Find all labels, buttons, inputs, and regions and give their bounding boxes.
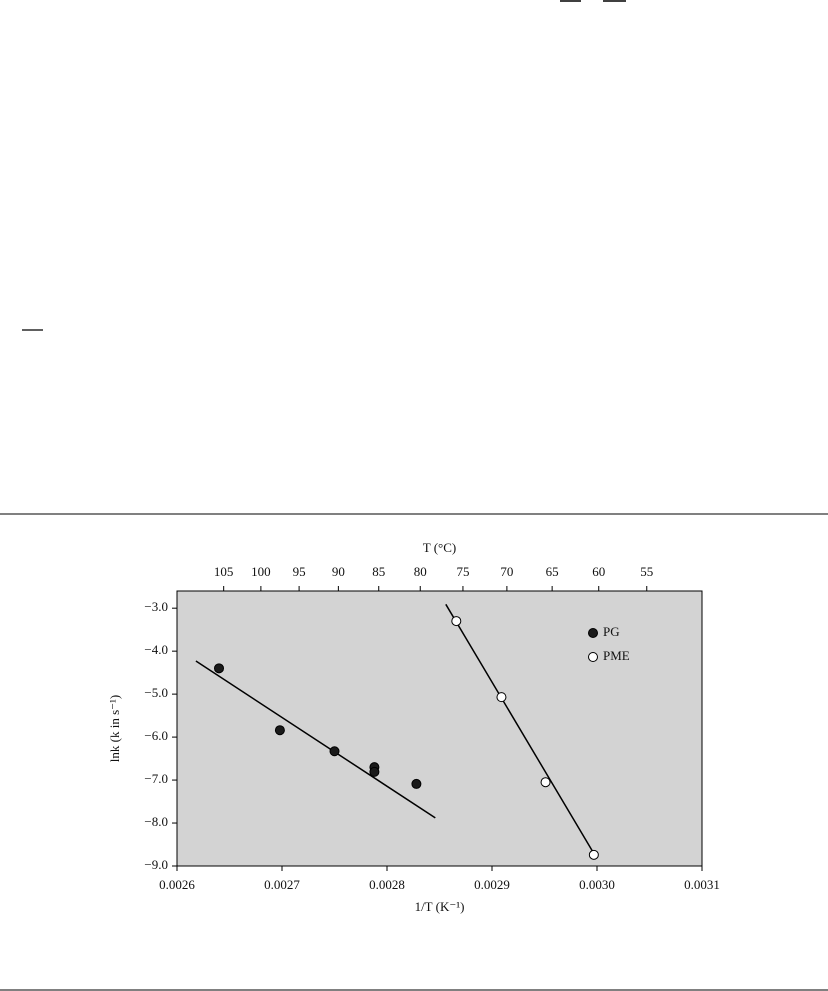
- data-point: [496, 692, 507, 703]
- x2-tick-label: 75: [456, 564, 469, 579]
- data-point: [451, 616, 462, 627]
- fit-line: [195, 660, 436, 819]
- x-axis-label: 1/T (K⁻¹): [415, 899, 465, 914]
- x-tick-label: 0.0028: [369, 877, 405, 892]
- fit-line: [445, 603, 597, 858]
- x2-tick-label: 85: [372, 564, 385, 579]
- x-tick-label: 0.0026: [159, 877, 195, 892]
- x-tick-label: 0.0029: [474, 877, 510, 892]
- data-point: [540, 777, 551, 788]
- data-point: [329, 746, 340, 757]
- y-tick-label: −5.0: [144, 685, 168, 700]
- y-tick-label: −3.0: [144, 599, 168, 614]
- x-tick-label: 0.0031: [684, 877, 720, 892]
- y-tick-label: −6.0: [144, 728, 168, 743]
- data-point: [588, 849, 599, 860]
- x2-tick-label: 70: [500, 564, 513, 579]
- x2-tick-label: 80: [414, 564, 427, 579]
- x2-tick-label: 95: [293, 564, 306, 579]
- legend-marker: [588, 652, 598, 662]
- x2-tick-label: 90: [332, 564, 345, 579]
- x2-tick-label: 60: [592, 564, 605, 579]
- x2-tick-label: 105: [214, 564, 234, 579]
- y-axis-label: lnk (k in s⁻¹): [107, 695, 122, 762]
- chart: 0.0026 0.0027 0.0028 0.0029 0.0030 0.0031 −3.0…: [107, 540, 720, 914]
- x2-axis-label: T (°C): [423, 540, 456, 555]
- legend-label: PME: [603, 648, 630, 663]
- x2-tick-label: 65: [546, 564, 559, 579]
- plot-area: [176, 590, 703, 867]
- data-point: [411, 778, 422, 789]
- x-tick-label: 0.0030: [579, 877, 615, 892]
- x2-tick-label: 100: [251, 564, 271, 579]
- data-point: [369, 766, 380, 777]
- data-point: [274, 725, 285, 736]
- y-tick-label: −4.0: [144, 642, 168, 657]
- y-tick-label: −7.0: [144, 771, 168, 786]
- x2-tick-label: 55: [640, 564, 653, 579]
- data-point: [214, 663, 224, 674]
- y-tick-label: −9.0: [144, 857, 168, 872]
- legend-label: PG: [603, 624, 620, 639]
- x-tick-label: 0.0027: [264, 877, 300, 892]
- legend-marker: [588, 628, 598, 638]
- y-tick-label: −8.0: [144, 814, 168, 829]
